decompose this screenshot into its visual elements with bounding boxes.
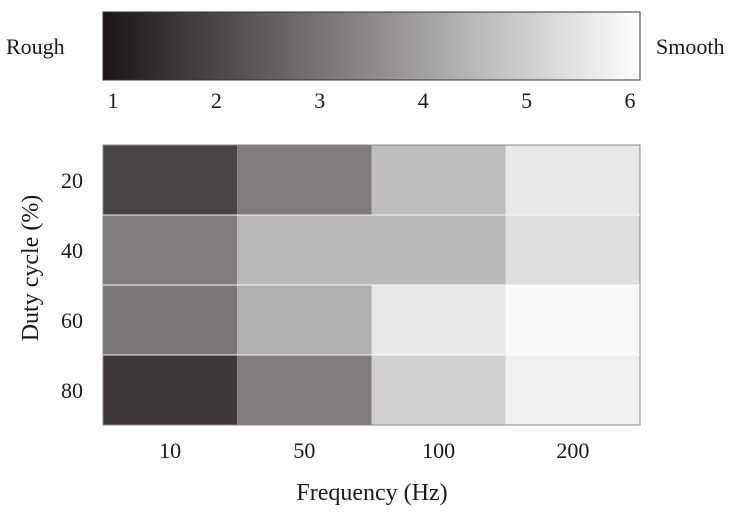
heatmap-cell: [103, 285, 238, 355]
y-tick-label: 40: [61, 238, 83, 263]
heatmap-cell: [371, 285, 506, 355]
colorbar-tick-label: 3: [314, 88, 325, 113]
colorbar-gradient: [102, 11, 641, 81]
y-tick-label: 60: [61, 308, 83, 333]
colorbar-max-label: Smooth: [656, 34, 724, 59]
colorbar-ticks: 1 2 3 4 5 6: [108, 88, 636, 113]
heatmap-cells: [102, 144, 641, 426]
heatmap-cell: [505, 285, 640, 355]
x-tick-label: 50: [293, 438, 315, 463]
x-tick-label: 200: [556, 438, 589, 463]
heatmap-cell: [103, 145, 238, 215]
x-tick-label: 10: [159, 438, 181, 463]
colorbar-min-label: Rough: [6, 34, 65, 59]
y-tick-labels: 20 40 60 80: [61, 168, 83, 403]
heatmap-cell: [237, 145, 372, 215]
heatmap-cell: [237, 355, 372, 425]
heatmap-cell: [371, 355, 506, 425]
heatmap-cell: [237, 285, 372, 355]
colorbar-tick-label: 5: [521, 88, 532, 113]
heatmap-cell: [505, 145, 640, 215]
colorbar-tick-label: 1: [108, 88, 119, 113]
colorbar-tick-label: 4: [418, 88, 429, 113]
colorbar: Rough Smooth 1 2 3 4 5 6: [6, 11, 724, 113]
x-tick-label: 100: [422, 438, 455, 463]
heatmap-cell: [505, 215, 640, 285]
y-tick-label: 20: [61, 168, 83, 193]
colorbar-tick-label: 6: [625, 88, 636, 113]
y-axis-label: Duty cycle (%): [18, 195, 44, 342]
y-tick-label: 80: [61, 378, 83, 403]
heatmap-cell: [371, 215, 506, 285]
heatmap-cell: [103, 215, 238, 285]
x-axis-label: Frequency (Hz): [296, 480, 447, 506]
colorbar-tick-label: 2: [211, 88, 222, 113]
heatmap-cell: [103, 355, 238, 425]
heatmap-cell: [371, 145, 506, 215]
x-tick-labels: 10 50 100 200: [159, 438, 589, 463]
heatmap-cell: [237, 215, 372, 285]
heatmap-cell: [505, 355, 640, 425]
